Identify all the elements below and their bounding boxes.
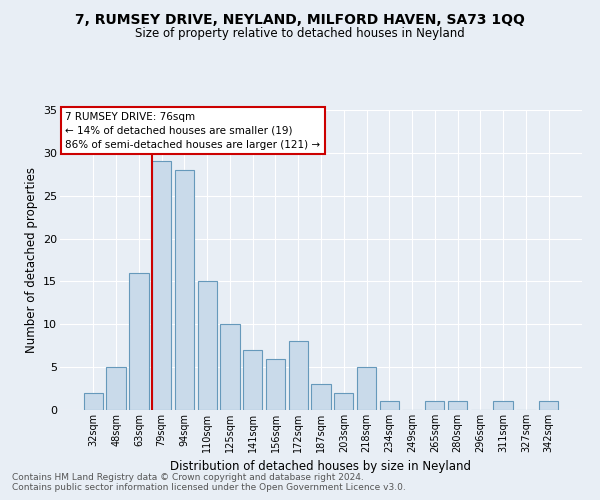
Bar: [106, 367, 126, 410]
Text: Contains public sector information licensed under the Open Government Licence v3: Contains public sector information licen…: [12, 484, 406, 492]
Bar: [84, 393, 103, 410]
Bar: [197, 282, 217, 410]
Bar: [311, 384, 331, 410]
Bar: [243, 350, 262, 410]
Text: Size of property relative to detached houses in Neyland: Size of property relative to detached ho…: [135, 28, 465, 40]
Bar: [357, 367, 376, 410]
Text: 7, RUMSEY DRIVE, NEYLAND, MILFORD HAVEN, SA73 1QQ: 7, RUMSEY DRIVE, NEYLAND, MILFORD HAVEN,…: [75, 12, 525, 26]
Text: 7 RUMSEY DRIVE: 76sqm
← 14% of detached houses are smaller (19)
86% of semi-deta: 7 RUMSEY DRIVE: 76sqm ← 14% of detached …: [65, 112, 320, 150]
Y-axis label: Number of detached properties: Number of detached properties: [25, 167, 38, 353]
Bar: [539, 402, 558, 410]
Bar: [220, 324, 239, 410]
Bar: [380, 402, 399, 410]
Bar: [334, 393, 353, 410]
Bar: [448, 402, 467, 410]
Bar: [493, 402, 513, 410]
Bar: [175, 170, 194, 410]
Bar: [289, 342, 308, 410]
Bar: [152, 162, 172, 410]
Bar: [425, 402, 445, 410]
Bar: [129, 273, 149, 410]
Text: Contains HM Land Registry data © Crown copyright and database right 2024.: Contains HM Land Registry data © Crown c…: [12, 474, 364, 482]
X-axis label: Distribution of detached houses by size in Neyland: Distribution of detached houses by size …: [170, 460, 472, 473]
Bar: [266, 358, 285, 410]
